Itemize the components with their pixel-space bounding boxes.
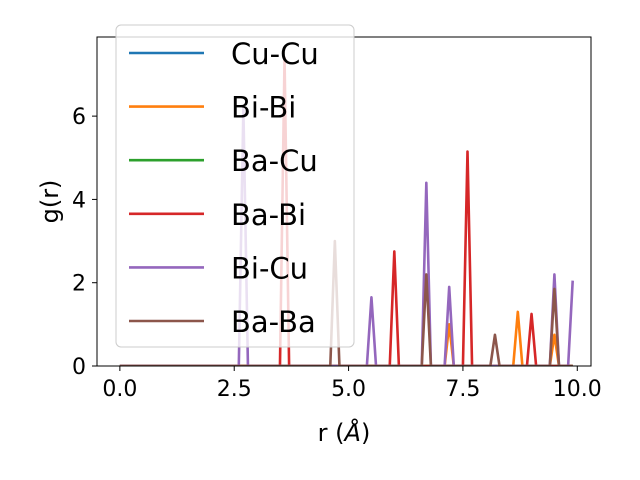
y-tick-label: 2 [72, 272, 86, 297]
legend-box [115, 24, 355, 348]
y-axis-ticks: 0 2 4 6 [72, 105, 97, 380]
legend-label: Ba-Bi [231, 198, 306, 232]
x-tick-label: 2.5 [217, 377, 252, 402]
x-tick-label: 5.0 [331, 377, 366, 402]
x-axis-label-unit: Å [343, 418, 361, 447]
x-tick-label: 10.0 [553, 377, 602, 402]
legend-label: Cu-Cu [231, 37, 319, 71]
y-tick-label: 4 [72, 188, 86, 213]
x-axis-ticks: 0.0 2.5 5.0 7.5 10.0 [102, 366, 602, 402]
x-axis-label: r (Å) [318, 418, 371, 447]
y-axis-label: g(r) [36, 180, 64, 224]
legend-label: Ba-Ba [231, 305, 316, 339]
x-axis-label-suffix: ) [361, 419, 370, 447]
legend: Cu-Cu Bi-Bi Ba-Cu Ba-Bi Bi-Cu Ba-Ba [115, 24, 355, 348]
x-tick-label: 0.0 [102, 377, 137, 402]
y-tick-label: 6 [72, 105, 86, 130]
legend-label: Bi-Bi [231, 91, 296, 125]
x-tick-label: 7.5 [445, 377, 480, 402]
legend-label: Bi-Cu [231, 251, 308, 285]
y-tick-label: 0 [72, 355, 86, 380]
x-axis-label-prefix: r ( [318, 419, 345, 447]
series-line-bi-bi [119, 310, 573, 366]
legend-label: Ba-Cu [231, 144, 318, 178]
